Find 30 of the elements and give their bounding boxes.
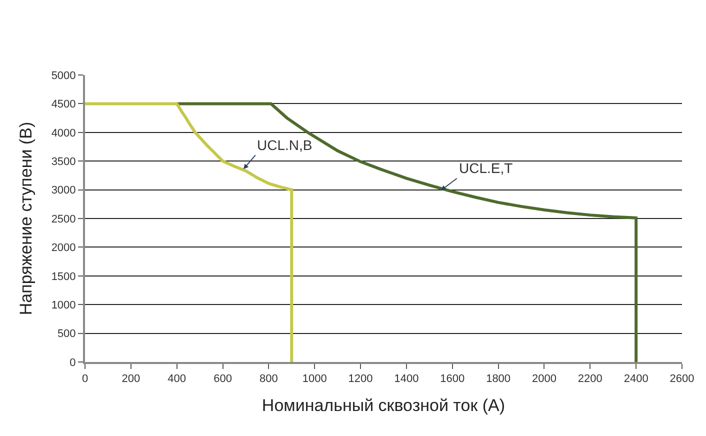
x-tick-label: 1400 [394, 373, 419, 386]
annotation: UCL.N,B [257, 137, 312, 153]
x-tick-label: 2000 [532, 373, 556, 386]
x-tick-label: 800 [260, 373, 278, 386]
y-tick-label: 2000 [51, 242, 76, 254]
y-tick-label: 0 [70, 356, 76, 369]
x-tick-label: 0 [82, 373, 88, 386]
y-tick-label: 1000 [51, 299, 76, 312]
x-tick-label: 400 [168, 373, 186, 386]
x-tick-label: 1800 [486, 373, 511, 386]
y-tick-label: 3000 [51, 184, 76, 197]
y-tick-label: 2500 [51, 213, 76, 226]
x-tick-label: 1000 [302, 373, 327, 386]
x-tick-label: 200 [122, 373, 140, 386]
x-tick-label: 2400 [624, 373, 648, 386]
x-tick-label: 1200 [348, 373, 373, 386]
y-tick-label: 5000 [51, 70, 76, 82]
y-tick-label: 500 [57, 328, 76, 340]
x-tick-label: 600 [214, 373, 232, 386]
x-tick-label: 1600 [440, 373, 465, 386]
x-tick-label: 2600 [670, 373, 694, 386]
x-tick-label: 2200 [578, 373, 602, 386]
line-series [175, 102, 638, 362]
x-axis-title: Номинальный сквозной ток (А) [262, 396, 506, 416]
y-tick-label: 4500 [51, 98, 76, 111]
y-axis-title: Напряжение ступени (В) [16, 122, 36, 316]
y-tick-label: 3500 [51, 156, 76, 168]
y-tick-label: 1500 [51, 270, 76, 283]
annotation: UCL.E,T [459, 160, 514, 176]
y-tick-label: 4000 [51, 127, 76, 140]
